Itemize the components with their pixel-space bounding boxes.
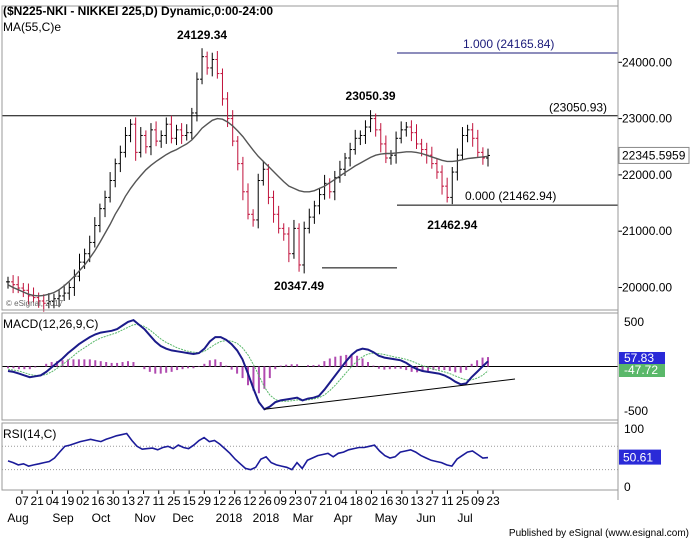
macd-value-box [619, 364, 665, 377]
x-day-label: 07 [304, 494, 318, 508]
x-day-label: 16 [380, 494, 394, 508]
x-day-label: 16 [91, 494, 105, 508]
last-value-label: 22345.5959 [622, 148, 686, 162]
x-day-label: 30 [106, 494, 120, 508]
rsi-title: RSI(14,C) [3, 427, 56, 441]
macd-value-box [619, 352, 665, 365]
x-day-label: 29 [198, 494, 212, 508]
rsi-value-label: 50.61 [623, 451, 653, 465]
x-month-label: 2018 [253, 511, 280, 525]
x-day-label: 13 [122, 494, 136, 508]
x-day-label: 04 [46, 494, 60, 508]
price-annotation: 21462.94 [427, 218, 477, 232]
x-day-label: 27 [137, 494, 151, 508]
price-ytick-label: 23000.00 [622, 112, 672, 126]
price-panel: 20000.00 21000.00 22000.00 23000.00 24000.00… [2, 28, 690, 312]
x-month-label: 2018 [216, 511, 243, 525]
x-month-label: Nov [134, 511, 155, 525]
x-month-label: Mar [293, 511, 314, 525]
price-ytick-label: 24000.00 [622, 55, 672, 69]
x-day-label: 21 [31, 494, 45, 508]
x-day-label: 23 [486, 494, 500, 508]
x-day-label: 11 [441, 494, 454, 508]
price-annotation: 20347.49 [274, 279, 324, 293]
x-day-label: 12 [243, 494, 257, 508]
x-month-label: Jun [416, 511, 435, 525]
x-day-label: 25 [167, 494, 181, 508]
price-annotation: 23050.39 [346, 89, 396, 103]
x-day-label: 26 [258, 494, 272, 508]
ma-line [7, 117, 489, 297]
x-day-label: 21 [319, 494, 333, 508]
x-day-label: 02 [76, 494, 90, 508]
macd-ytick-label: -500 [624, 404, 648, 418]
price-ytick-label: 21000.00 [622, 224, 672, 238]
fib-0-label: 0.000 (21462.94) [465, 189, 556, 203]
rsi-ytick-label: 0 [624, 480, 631, 494]
x-day-label: 02 [365, 494, 379, 508]
rsi-panel: RSI(14,C) 10050050.61 [2, 422, 661, 494]
x-day-label: 12 [213, 494, 227, 508]
x-day-label: 07 [15, 494, 29, 508]
x-day-label: 30 [395, 494, 409, 508]
x-day-label: 25 [456, 494, 470, 508]
price-ytick-label: 20000.00 [622, 280, 672, 294]
x-month-label: Aug [7, 511, 28, 525]
fib-100-label: 1.000 (24165.84) [463, 37, 554, 51]
x-day-label: 13 [410, 494, 424, 508]
x-day-label: 27 [426, 494, 440, 508]
macd-ytick-label: 500 [624, 315, 644, 329]
macd-title: MACD(12,26,9,C) [3, 317, 98, 331]
x-axis: 07 21 04 19 02 16 30 13 27 11 25 15 29 12 26 12 26 09 23 07… [7, 490, 500, 525]
watermark: © eSignal, 2017 [6, 299, 64, 308]
x-day-label: 26 [228, 494, 242, 508]
macd-value-label: 57.83 [624, 351, 654, 365]
x-day-label: 19 [61, 494, 75, 508]
macd-trendline [264, 378, 516, 410]
rsi-ytick-label: 100 [624, 422, 644, 436]
x-month-label: Apr [334, 511, 353, 525]
level-label: (23050.93) [549, 101, 607, 115]
x-day-label: 09 [471, 494, 485, 508]
publisher-credit: Published by eSignal (www.esignal.com) [509, 528, 689, 539]
x-month-label: Sep [52, 511, 74, 525]
x-day-label: 15 [182, 494, 196, 508]
macd-line [7, 318, 489, 411]
x-month-label: May [375, 511, 398, 525]
last-value-box [618, 146, 690, 164]
macd-value-label: -47.72 [624, 363, 658, 377]
x-month-label: Jul [457, 511, 472, 525]
x-month-label: Oct [92, 511, 111, 525]
chart-title: ($N225-NKI - NIKKEI 225,D) Dynamic,0:00-… [3, 4, 273, 18]
x-month-label: Dec [172, 511, 193, 525]
rsi-line [7, 432, 489, 471]
price-annotation: 24129.34 [177, 28, 227, 42]
x-day-label: 09 [274, 494, 288, 508]
x-day-label: 23 [289, 494, 303, 508]
rsi-value-box [619, 449, 661, 465]
x-day-label: 18 [350, 494, 364, 508]
x-day-label: 04 [334, 494, 348, 508]
ma-legend: MA(55,C)e [3, 20, 61, 34]
price-ytick-label: 22000.00 [622, 168, 672, 182]
x-day-label: 11 [153, 494, 166, 508]
macd-signal-line [7, 324, 489, 402]
macd-panel: MACD(12,26,9,C) 500 -500 57.83-47.72 [2, 315, 665, 418]
